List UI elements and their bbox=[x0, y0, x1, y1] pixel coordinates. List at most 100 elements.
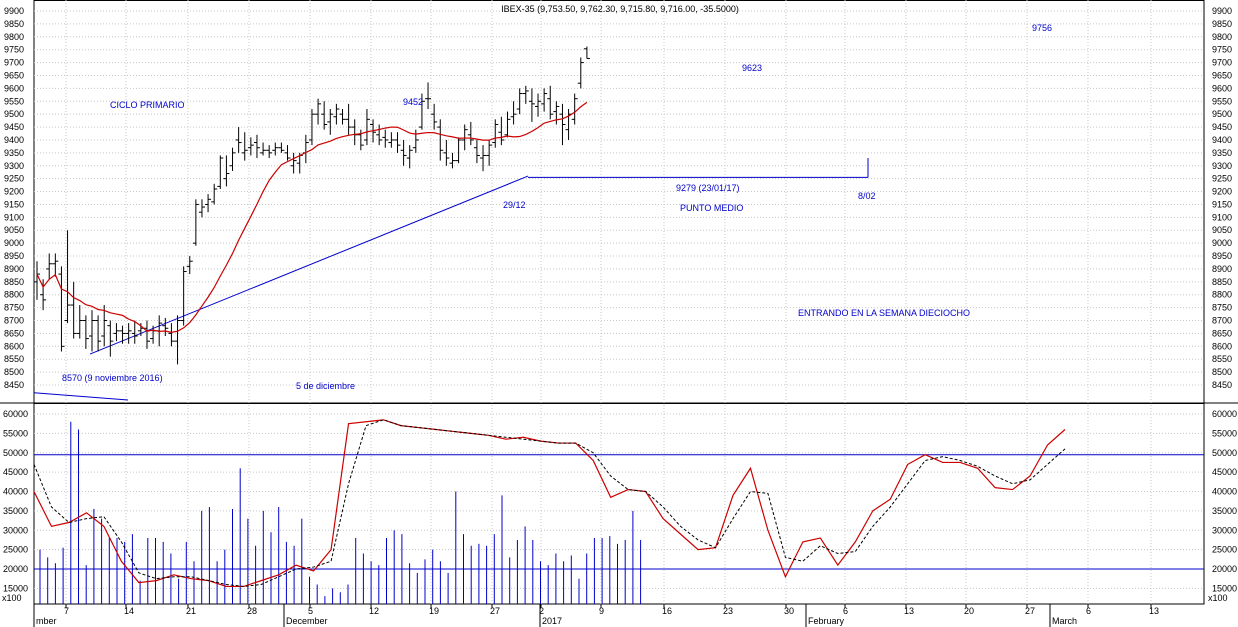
price-tick-label-right: 9900 bbox=[1212, 6, 1232, 16]
price-tick-label-right: 9100 bbox=[1212, 212, 1232, 222]
x-tick-label: 5 bbox=[308, 606, 313, 616]
price-tick-label-left: 9850 bbox=[4, 19, 24, 29]
price-tick-label-left: 8800 bbox=[4, 290, 24, 300]
annotation-semana-dieciocho: ENTRANDO EN LA SEMANA DIECIOCHO bbox=[798, 308, 970, 318]
price-tick-label-right: 9450 bbox=[1212, 122, 1232, 132]
ohlc-bar bbox=[119, 325, 126, 344]
price-tick-label-right: 8600 bbox=[1212, 341, 1232, 351]
ohlc-bar bbox=[46, 253, 53, 280]
ohlc-bar bbox=[88, 310, 95, 352]
price-tick-label-right: 9400 bbox=[1212, 135, 1232, 145]
price-tick-label-left: 9250 bbox=[4, 174, 24, 184]
price-tick-label-left: 9900 bbox=[4, 6, 24, 16]
ohlc-bar bbox=[186, 256, 193, 275]
price-tick-label-left: 9200 bbox=[4, 187, 24, 197]
ohlc-bar bbox=[455, 137, 462, 164]
ohlc-bar bbox=[547, 85, 554, 120]
ohlc-bar bbox=[473, 139, 480, 164]
price-tick-label-right: 8850 bbox=[1212, 277, 1232, 287]
price-tick-label-right: 9200 bbox=[1212, 187, 1232, 197]
ohlc-bar bbox=[247, 137, 254, 156]
price-tick-label-left: 9100 bbox=[4, 212, 24, 222]
x-tick-label: 6 bbox=[843, 606, 848, 616]
ohlc-bar bbox=[192, 199, 199, 246]
price-tick-label-left: 8700 bbox=[4, 316, 24, 326]
price-tick-label-right: 8800 bbox=[1212, 290, 1232, 300]
ohlc-bar bbox=[76, 305, 83, 339]
price-tick-label-left: 9500 bbox=[4, 109, 24, 119]
moving-average bbox=[36, 101, 588, 333]
volume-tick-label-right: 55000 bbox=[1212, 428, 1237, 438]
ohlc-bar bbox=[516, 88, 523, 115]
volume-tick-label-left: 45000 bbox=[3, 467, 28, 477]
ohlc-bar bbox=[70, 281, 77, 339]
oscillator-line bbox=[33, 419, 1066, 588]
volume-tick-label-left: 55000 bbox=[3, 428, 28, 438]
price-tick-label-left: 8550 bbox=[4, 354, 24, 364]
x-tick-label: 27 bbox=[1025, 606, 1035, 616]
ohlc-bar bbox=[52, 253, 59, 277]
price-tick-label-left: 8900 bbox=[4, 264, 24, 274]
ohlc-bar bbox=[241, 132, 248, 161]
x-tick-label: 13 bbox=[904, 606, 914, 616]
annotation-5-diciembre: 5 de diciembre bbox=[296, 381, 355, 391]
x-tick-label: 19 bbox=[429, 606, 439, 616]
ohlc-bar bbox=[418, 93, 425, 130]
ohlc-bar bbox=[388, 132, 395, 148]
ohlc-bar bbox=[168, 323, 175, 347]
chart-grid bbox=[34, 0, 1204, 604]
volume-tick-label-right: 25000 bbox=[1212, 545, 1237, 555]
ohlc-bar bbox=[559, 103, 566, 146]
price-tick-label-right: 9700 bbox=[1212, 58, 1232, 68]
price-tick-label-right: 8700 bbox=[1212, 316, 1232, 326]
volume-tick-label-right: 15000 bbox=[1212, 583, 1237, 593]
ohlc-bar bbox=[205, 194, 212, 213]
volume-tick-label-right: 40000 bbox=[1212, 487, 1237, 497]
x-tick-label: 9 bbox=[599, 606, 604, 616]
ohlc-bar bbox=[198, 199, 205, 218]
ohlc-bar bbox=[143, 320, 150, 349]
annotation-9279: 9279 (23/01/17) bbox=[676, 183, 740, 193]
ohlc-bar bbox=[541, 88, 548, 112]
ohlc-bar bbox=[95, 315, 102, 352]
price-tick-label-left: 9700 bbox=[4, 58, 24, 68]
price-tick-label-right: 8450 bbox=[1212, 380, 1232, 390]
ohlc-bar bbox=[34, 261, 40, 300]
price-tick-label-right: 8550 bbox=[1212, 354, 1232, 364]
x-tick-label: 6 bbox=[1086, 606, 1091, 616]
ohlc-bar bbox=[480, 145, 487, 172]
chart-frames bbox=[0, 0, 1238, 605]
ohlc-bar bbox=[449, 152, 456, 169]
volume-tick-label-left: 35000 bbox=[3, 506, 28, 516]
price-tick-label-left: 9400 bbox=[4, 135, 24, 145]
ohlc-bar bbox=[180, 266, 187, 326]
annotation-8570: 8570 (9 noviembre 2016) bbox=[62, 373, 163, 383]
ohlc-bar bbox=[223, 155, 230, 187]
volume-tick-label-right: 60000 bbox=[1212, 409, 1237, 419]
price-tick-label-right: 9150 bbox=[1212, 199, 1232, 209]
ohlc-bar bbox=[217, 155, 224, 189]
x-tick-label: 28 bbox=[247, 606, 257, 616]
x-tick-label: 27 bbox=[490, 606, 500, 616]
ohlc-bar bbox=[565, 109, 572, 140]
ohlc-bar bbox=[583, 46, 590, 59]
ohlc-bar bbox=[131, 320, 138, 344]
ohlc-bar bbox=[522, 85, 529, 104]
ohlc-bar bbox=[302, 134, 309, 164]
ohlc-bar bbox=[431, 103, 438, 130]
price-tick-label-right: 9600 bbox=[1212, 83, 1232, 93]
ohlc-bar bbox=[467, 121, 474, 146]
reference-lines bbox=[34, 454, 1204, 570]
x-tick-label: 20 bbox=[964, 606, 974, 616]
volume-tick-label-left: 30000 bbox=[3, 525, 28, 535]
ohlc-bar bbox=[339, 109, 346, 125]
ohlc-bar bbox=[461, 124, 468, 151]
price-tick-label-left: 8650 bbox=[4, 328, 24, 338]
price-tick-label-left: 9750 bbox=[4, 45, 24, 55]
price-tick-label-right: 8750 bbox=[1212, 303, 1232, 313]
price-tick-label-left: 9300 bbox=[4, 161, 24, 171]
secondary-trend-line bbox=[33, 392, 129, 401]
ohlc-bar bbox=[284, 145, 291, 161]
ohlc-bar bbox=[376, 124, 383, 146]
ohlc-bar bbox=[150, 325, 157, 344]
